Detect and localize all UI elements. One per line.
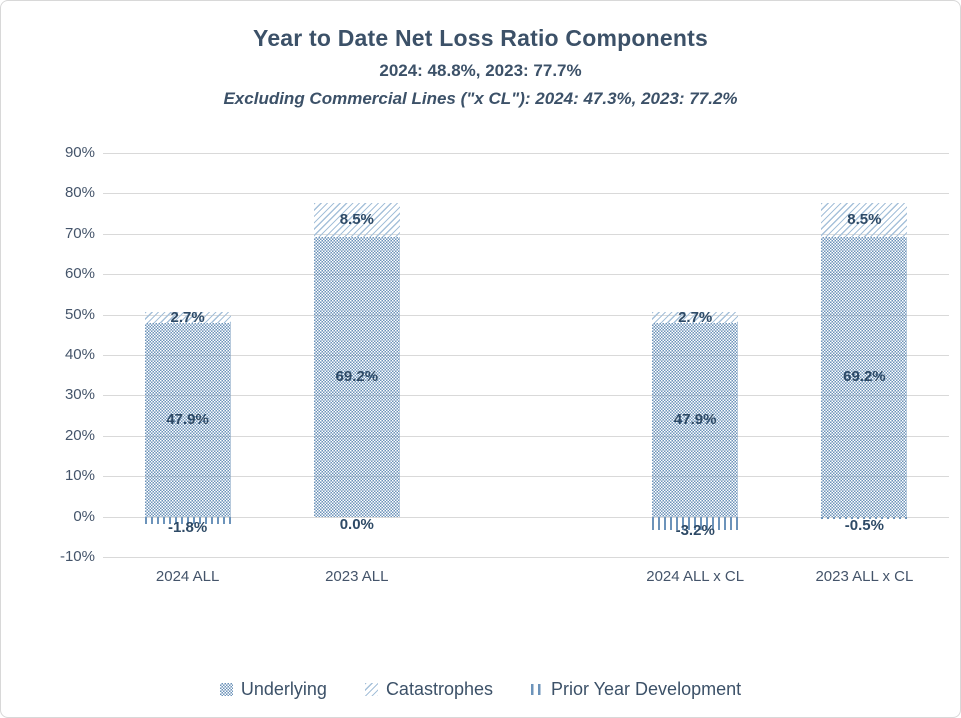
data-label-prior-year-development: -0.5% [844, 516, 884, 534]
x-axis-category-label: 2024 ALL x CL [646, 568, 745, 585]
data-label-underlying: 47.9% [166, 410, 209, 428]
data-label-underlying: 47.9% [673, 410, 717, 428]
gridline [103, 395, 949, 397]
bar-segment-catastrophes [821, 202, 908, 238]
legend-item-underlying: Underlying [219, 679, 327, 700]
legend-swatch-vertical-lines-icon [531, 684, 543, 695]
data-label-prior-year-development: -3.2% [675, 522, 715, 540]
gridline [103, 557, 949, 558]
gridline [103, 233, 949, 235]
x-axis-category-label: 2023 ALL x CL [815, 568, 914, 585]
data-label-prior-year-development: -1.8% [168, 519, 208, 537]
x-axis-category-label: 2023 ALL [325, 568, 389, 585]
gridline [103, 274, 949, 276]
bar-segment-underlying [821, 237, 908, 517]
bar-segment-underlying [313, 237, 400, 517]
gridline [103, 153, 949, 154]
bar-segment-underlying [652, 323, 739, 517]
bar-segment-underlying [144, 323, 231, 517]
legend-item-catastrophes: Catastrophes [364, 679, 493, 700]
data-label-catastrophes: 8.5% [847, 210, 882, 228]
y-axis-tick-label: 20% [64, 426, 95, 444]
data-label-catastrophes: 2.7% [678, 308, 713, 326]
legend-label: Underlying [240, 679, 327, 699]
y-axis-tick-label: 80% [64, 184, 95, 202]
gridline [103, 435, 949, 437]
bar-segment-prior-year-development [821, 516, 908, 519]
chart-subtitle-totals: 2024: 48.8%, 2023: 77.7% [379, 61, 582, 80]
bar-segment-catastrophes [313, 202, 400, 238]
gridline [103, 314, 949, 316]
data-label-underlying: 69.2% [335, 367, 379, 385]
y-axis-tick-label: 30% [64, 386, 95, 404]
legend-label: Prior Year Development [551, 679, 742, 699]
legend-swatch-checker-icon [219, 683, 233, 696]
legend-label: Catastrophes [385, 679, 493, 699]
chart-title: Year to Date Net Loss Ratio Components [253, 25, 708, 51]
gridline [103, 476, 949, 478]
y-axis-tick-label: 10% [64, 467, 95, 485]
legend-item-prior-year-development: Prior Year Development [531, 679, 741, 700]
x-axis-category-label: 2024 ALL [155, 568, 220, 585]
data-label-prior-year-development: 0.0% [339, 515, 374, 533]
bar-segment-catastrophes [144, 312, 231, 324]
data-label-catastrophes: 8.5% [339, 210, 374, 228]
y-axis-tick-label: 50% [64, 305, 95, 323]
chart-subtitle-excluding-cl: Excluding Commercial Lines ("x CL"): 202… [223, 89, 738, 108]
legend: Underlying Catastrophes Prior Year Develop… [1, 679, 960, 700]
y-axis-tick-label: 40% [64, 346, 95, 363]
data-label-underlying: 69.2% [843, 367, 886, 385]
bar-segment-prior-year-development [144, 516, 231, 524]
y-axis-tick-label: 60% [64, 265, 95, 283]
data-label-catastrophes: 2.7% [170, 308, 205, 326]
gridline [103, 355, 949, 356]
plot-area: 47.9% 2.7% -1.8% 69.2% 8.5% 0.0% 47.9% 2.7% -3.2… [103, 153, 949, 558]
bar-segment-prior-year-development [652, 516, 739, 530]
bar-segment-catastrophes [652, 312, 739, 324]
legend-swatch-diagonal-hatch-icon [364, 683, 378, 696]
y-axis-tick-label: -10% [59, 548, 95, 565]
gridline [103, 516, 949, 518]
gridline [103, 193, 949, 195]
y-axis-tick-label: 90% [64, 144, 95, 161]
y-axis-tick-label: 0% [73, 507, 95, 525]
y-axis-tick-label: 70% [64, 224, 95, 242]
